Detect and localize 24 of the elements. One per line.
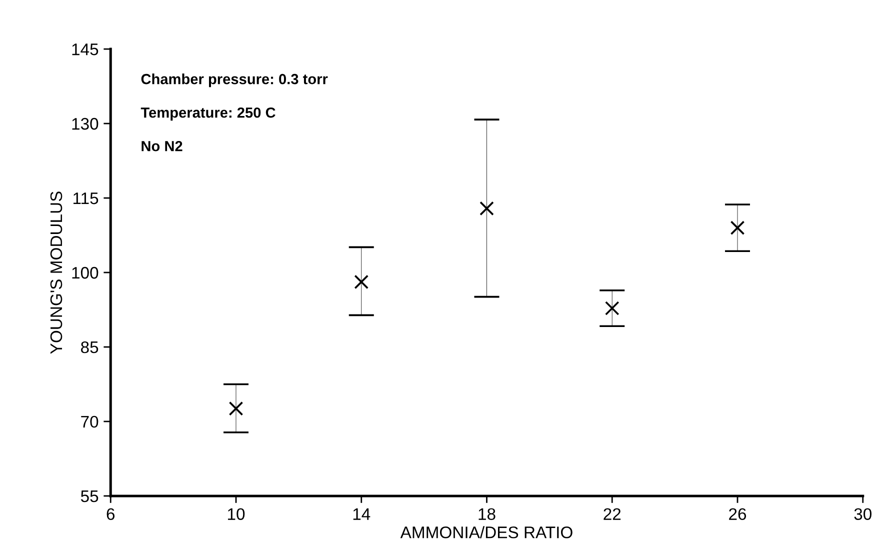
point xyxy=(480,201,494,216)
y-tick-label: 85 xyxy=(81,341,98,354)
point xyxy=(730,220,745,235)
y-tick-label: 145 xyxy=(72,44,98,56)
y-axis-title: YOUNG'S MODULUS xyxy=(50,192,62,354)
x-tick-label: 26 xyxy=(729,508,746,520)
annotation: Chamber pressure: 0.3 torr xyxy=(141,74,328,88)
x-axis-title: AMMONIA/DES RATIO xyxy=(400,526,572,538)
y-tick-label: 115 xyxy=(74,192,98,204)
y-tick-label: 130 xyxy=(72,118,98,130)
point xyxy=(604,301,620,316)
x-tick-label: 18 xyxy=(478,508,496,520)
x-tick-label: 22 xyxy=(604,508,621,520)
x-tick-label: 6 xyxy=(106,508,115,520)
point xyxy=(354,274,369,290)
annotation: No N2 xyxy=(142,140,182,152)
x-tick-label: 30 xyxy=(854,508,872,520)
x-tick-label: 10 xyxy=(228,508,245,520)
point xyxy=(228,401,244,416)
y-tick-label: 100 xyxy=(72,266,98,279)
x-tick-label: 14 xyxy=(353,508,370,520)
y-tick-label: 55 xyxy=(80,490,98,502)
annotation: Temperature: 250 C xyxy=(140,107,276,121)
y-tick-label: 70 xyxy=(81,416,98,428)
